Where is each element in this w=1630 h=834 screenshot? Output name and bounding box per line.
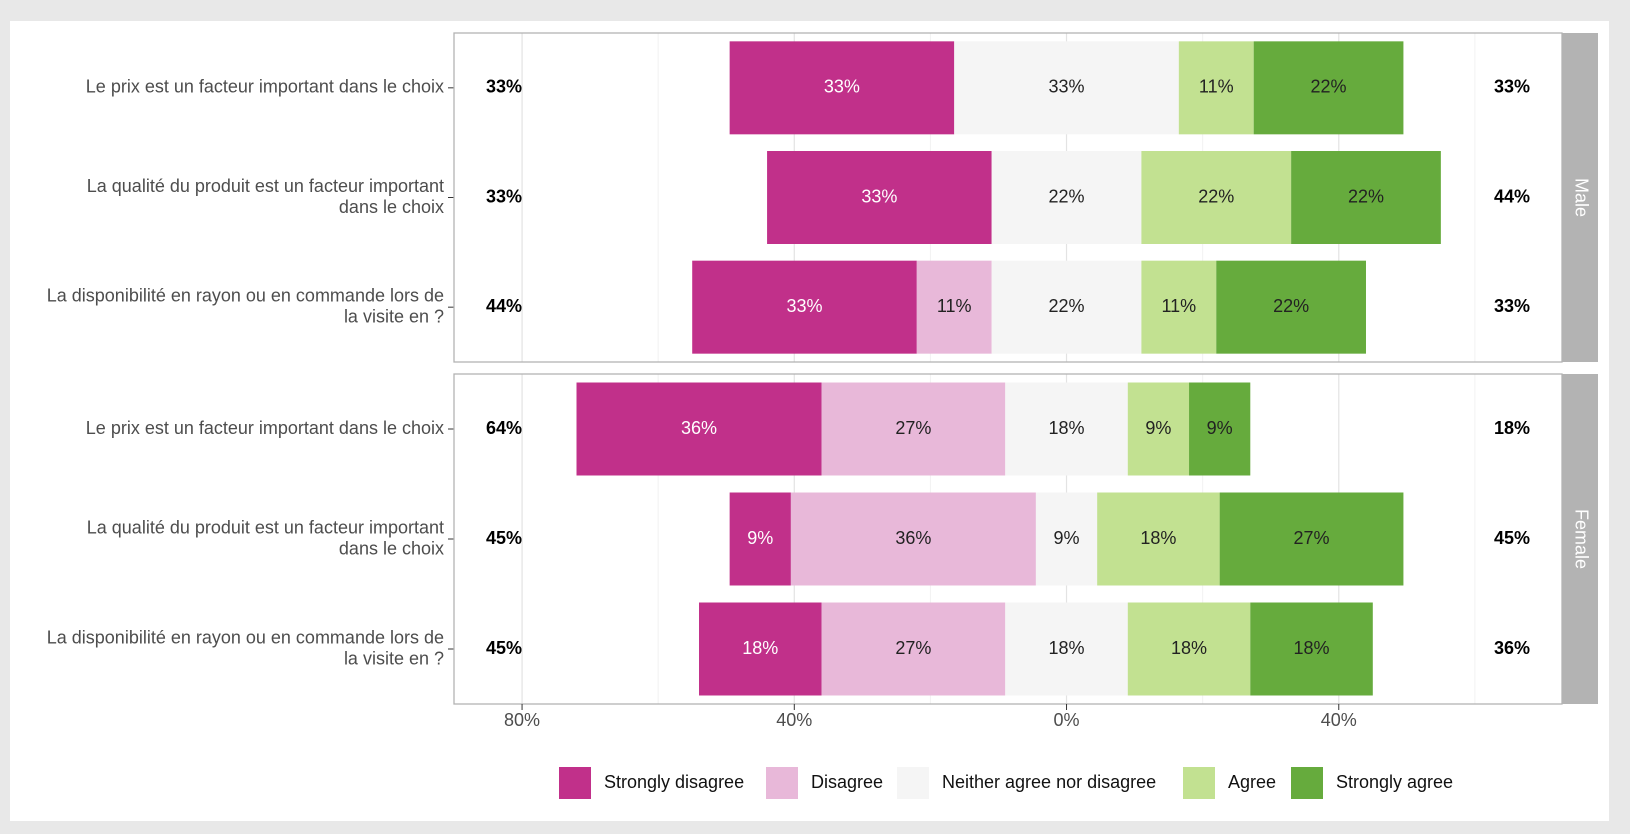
value-label: 27% (895, 638, 931, 658)
bar-segment (1216, 260, 1366, 354)
category-label: La disponibilité en rayon ou en commande… (47, 285, 444, 305)
legend-swatch (897, 767, 929, 799)
value-label: 22% (1273, 296, 1309, 316)
legend-label: Neither agree nor disagree (942, 772, 1156, 792)
bar-segment (767, 151, 992, 244)
x-tick-label: 0% (1054, 710, 1080, 730)
bar-segment (1219, 492, 1404, 586)
value-label: 33% (1049, 77, 1085, 97)
value-label: 18% (1049, 638, 1085, 658)
facet-strip (1562, 33, 1598, 362)
category-label: Le prix est un facteur important dans le… (86, 77, 444, 97)
bar-segment (1189, 382, 1251, 476)
bar-segment (1035, 492, 1098, 586)
bar-segment (821, 382, 1006, 476)
bar-segment (1127, 602, 1251, 696)
value-label: 22% (1311, 77, 1347, 97)
x-tick-label: 80% (504, 710, 540, 730)
facet-strip (1562, 374, 1598, 704)
bar-segment (1005, 382, 1128, 476)
right-total: 18% (1494, 418, 1530, 438)
right-total: 33% (1494, 296, 1530, 316)
bar-segment (692, 260, 917, 354)
category-label: dans le choix (339, 197, 444, 217)
x-tick-label: 40% (1321, 710, 1357, 730)
bar-segment (1250, 602, 1373, 696)
legend-label: Strongly agree (1336, 772, 1453, 792)
value-label: 9% (1145, 418, 1171, 438)
bar-segment (1253, 41, 1404, 135)
right-total: 44% (1494, 186, 1530, 206)
category-label: dans le choix (339, 538, 444, 558)
left-total: 33% (486, 77, 522, 97)
value-label: 33% (861, 186, 897, 206)
legend-swatch (1291, 767, 1323, 799)
value-label: 22% (1049, 186, 1085, 206)
value-label: 27% (895, 418, 931, 438)
category-label: la visite en ? (344, 306, 444, 326)
left-total: 45% (486, 528, 522, 548)
left-total: 33% (486, 186, 522, 206)
bar-segment (699, 602, 822, 696)
bar-segment (821, 602, 1006, 696)
bar-segment (1005, 602, 1128, 696)
value-label: 18% (1171, 638, 1207, 658)
value-label: 22% (1198, 186, 1234, 206)
bar-segment (954, 41, 1179, 135)
bar-segment (991, 260, 1142, 354)
value-label: 18% (1294, 638, 1330, 658)
bar-segment (1291, 151, 1441, 244)
category-label: La qualité du produit est un facteur imp… (87, 176, 444, 196)
left-total: 64% (486, 418, 522, 438)
bar-segment (1141, 151, 1292, 244)
facet-label: Female (1571, 509, 1591, 569)
value-label: 18% (1140, 528, 1176, 548)
bar-segment (991, 151, 1142, 244)
value-label: 33% (824, 77, 860, 97)
right-total: 33% (1494, 77, 1530, 97)
legend-label: Strongly disagree (604, 772, 744, 792)
value-label: 36% (895, 528, 931, 548)
value-label: 9% (1207, 418, 1233, 438)
bar-segment (576, 382, 822, 476)
legend-swatch (1183, 767, 1215, 799)
right-total: 36% (1494, 638, 1530, 658)
value-label: 18% (1049, 418, 1085, 438)
value-label: 22% (1348, 186, 1384, 206)
value-label: 22% (1049, 296, 1085, 316)
bar-segment (729, 41, 955, 135)
value-label: 27% (1294, 528, 1330, 548)
category-label: Le prix est un facteur important dans le… (86, 418, 444, 438)
bar-segment (916, 260, 992, 354)
bar-segment (1141, 260, 1217, 354)
right-total: 45% (1494, 528, 1530, 548)
x-tick-label: 40% (776, 710, 812, 730)
legend-label: Disagree (811, 772, 883, 792)
legend-swatch (559, 767, 591, 799)
category-label: la visite en ? (344, 648, 444, 668)
bar-segment (1127, 382, 1190, 476)
value-label: 11% (1161, 296, 1196, 316)
value-label: 9% (747, 528, 773, 548)
legend-swatch (766, 767, 798, 799)
value-label: 11% (937, 296, 972, 316)
value-label: 36% (681, 418, 717, 438)
value-label: 33% (786, 296, 822, 316)
bar-segment (1097, 492, 1220, 586)
category-label: La disponibilité en rayon ou en commande… (47, 627, 444, 647)
value-label: 18% (742, 638, 778, 658)
bar-segment (729, 492, 791, 586)
legend-label: Agree (1228, 772, 1276, 792)
left-total: 45% (486, 638, 522, 658)
facet-label: Male (1571, 178, 1591, 217)
bar-segment (1178, 41, 1254, 135)
value-label: 11% (1199, 77, 1234, 97)
bar-segment (790, 492, 1036, 586)
left-total: 44% (486, 296, 522, 316)
category-label: La qualité du produit est un facteur imp… (87, 517, 444, 537)
value-label: 9% (1054, 528, 1080, 548)
